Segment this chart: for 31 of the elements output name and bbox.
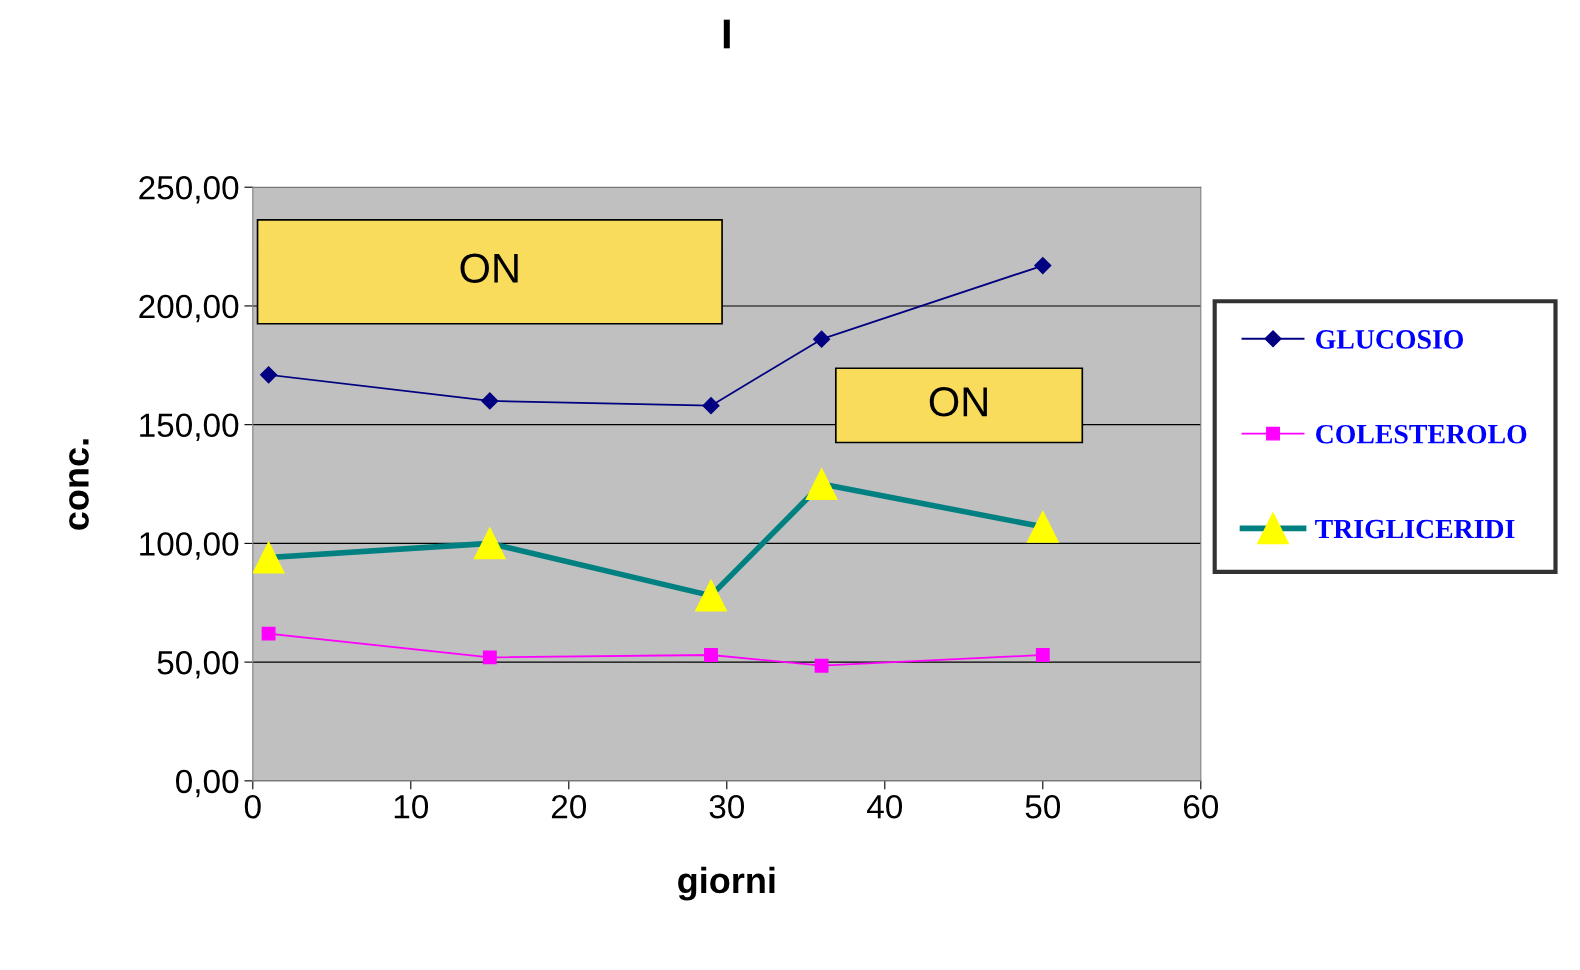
point <box>814 658 829 673</box>
x-tick-label: 20 <box>551 794 587 819</box>
y-tick-label: 150,00 <box>140 413 239 442</box>
y-tick-label: 250,00 <box>139 176 239 204</box>
point <box>260 366 278 384</box>
y-tick-label: 0,00 <box>176 769 239 798</box>
x-tick-label: 40 <box>867 794 903 819</box>
annotation: ON <box>929 387 987 417</box>
point <box>813 330 831 348</box>
point <box>261 626 276 641</box>
point <box>481 392 499 410</box>
legend-label: COLESTEROLO <box>1316 424 1527 444</box>
y-axis-title: conc. <box>69 439 89 530</box>
x-tick-label: 30 <box>709 794 745 819</box>
y-tick-label: 50,00 <box>157 650 239 679</box>
chart-title: I <box>723 19 730 49</box>
x-tick-label: 60 <box>1183 794 1219 819</box>
x-tick-label: 0 <box>244 794 261 819</box>
y-tick-label: 100,00 <box>140 532 239 560</box>
point <box>702 397 720 415</box>
x-axis-title: giorni <box>678 866 775 901</box>
x-tick-label: 50 <box>1025 794 1061 819</box>
annotation: ON <box>460 253 518 283</box>
y-tick-label: 200,00 <box>139 294 239 323</box>
point <box>704 648 718 662</box>
legend-label: TRIGLICERIDI <box>1315 519 1515 539</box>
point <box>1034 257 1052 275</box>
x-tick-label: 10 <box>394 794 429 819</box>
legend-label: GLUCOSIO <box>1316 330 1464 349</box>
point <box>1035 648 1050 662</box>
point <box>482 650 497 665</box>
